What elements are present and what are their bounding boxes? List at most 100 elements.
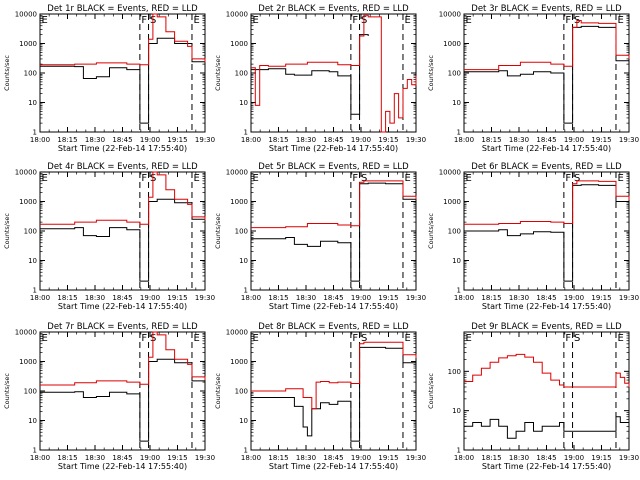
plot-frame: [463, 13, 630, 133]
y-tick-label: 10000: [226, 11, 248, 19]
chart-panel-9: Det 9r BLACK = Events, RED = LLD 1 10 100 Co…: [427, 322, 639, 471]
marker-label: S: [361, 333, 367, 344]
x-axis-label: Start Time (22-Feb-14 17:55:40): [58, 302, 187, 311]
marker-label: F: [565, 173, 571, 184]
x-tick-label: 19:15: [378, 136, 398, 144]
y-tick-label: 1000: [19, 358, 37, 366]
x-tick-label: 19:30: [619, 136, 639, 144]
y-tick-label: 10000: [226, 329, 248, 337]
marker-label: F: [141, 173, 147, 184]
x-tick-label: 18:00: [241, 136, 261, 144]
plot-frame: [250, 13, 417, 133]
x-tick-label: 19:00: [140, 294, 160, 302]
chart-panel-1: Det 1r BLACK = Events, RED = LLD 1 10 100 10…: [3, 4, 215, 153]
x-tick-label: 19:00: [351, 294, 371, 302]
x-tick-label: 18:45: [323, 136, 343, 144]
x-tick-label: 19:15: [591, 294, 611, 302]
x-tick-label: 18:00: [30, 454, 50, 462]
marker-label: E: [617, 15, 623, 26]
series-events-line: [40, 198, 206, 282]
x-tick-label: 18:30: [296, 294, 316, 302]
x-tick-label: 18:15: [268, 294, 288, 302]
x-tick-label: 18:00: [454, 454, 474, 462]
series-events-line: [464, 25, 630, 124]
y-tick-label: 100: [448, 228, 461, 236]
x-tick-label: 19:00: [351, 136, 371, 144]
y-axis-label: Counts/sec: [427, 55, 435, 91]
y-axis-label: Counts/sec: [3, 55, 11, 91]
x-tick-label: 18:15: [57, 454, 77, 462]
x-tick-label: 19:00: [140, 136, 160, 144]
x-tick-label: 19:30: [195, 294, 215, 302]
y-axis-label: Counts/sec: [214, 373, 222, 409]
y-tick-label: 10000: [15, 11, 37, 19]
chart-title: Det 3r BLACK = Events, RED = LLD: [471, 4, 622, 14]
chart-title: Det 7r BLACK = Events, RED = LLD: [47, 322, 198, 332]
y-tick-label: 1000: [19, 40, 37, 48]
x-tick-label: 18:45: [536, 136, 556, 144]
x-tick-label: 19:00: [564, 136, 584, 144]
chart-panel-6: Det 6r BLACK = Events, RED = LLD 1 10 100 10…: [427, 162, 639, 311]
x-tick-label: 18:30: [509, 294, 529, 302]
series-lld-line: [40, 13, 206, 66]
y-tick-label: 10: [239, 257, 248, 265]
y-tick-label: 10: [28, 257, 37, 265]
x-tick-label: 19:00: [351, 454, 371, 462]
x-tick-label: 18:15: [57, 294, 77, 302]
series-lld-line: [251, 14, 417, 133]
y-axis-label: Counts/sec: [427, 373, 435, 409]
y-tick-label: 1: [33, 129, 37, 137]
x-tick-label: 18:45: [536, 294, 556, 302]
x-tick-label: 19:30: [195, 136, 215, 144]
marker-label: E: [466, 173, 472, 184]
chart-panel-7: Det 7r BLACK = Events, RED = LLD 1 10 100 10…: [3, 322, 215, 471]
x-axis-label: Start Time (22-Feb-14 17:55:40): [269, 302, 398, 311]
y-tick-label: 10000: [439, 169, 461, 177]
x-tick-label: 19:30: [619, 294, 639, 302]
x-tick-label: 18:30: [85, 454, 105, 462]
plot-frame: [39, 171, 206, 291]
marker-label: E: [42, 333, 48, 344]
marker-label: E: [404, 333, 410, 344]
chart-panel-3: Det 3r BLACK = Events, RED = LLD 1 10 100 10…: [427, 4, 639, 153]
x-tick-label: 18:00: [30, 294, 50, 302]
chart-title: Det 4r BLACK = Events, RED = LLD: [47, 162, 198, 172]
y-tick-label: 1000: [230, 40, 248, 48]
series-events-line: [464, 184, 630, 282]
x-tick-label: 18:30: [296, 454, 316, 462]
x-tick-label: 19:00: [564, 294, 584, 302]
series-lld-line: [464, 20, 630, 71]
y-tick-label: 100: [235, 388, 248, 396]
y-tick-label: 1000: [443, 40, 461, 48]
x-tick-label: 18:15: [481, 294, 501, 302]
marker-label: E: [42, 15, 48, 26]
series-events-line: [251, 34, 369, 115]
y-tick-label: 100: [24, 70, 37, 78]
y-tick-label: 100: [235, 70, 248, 78]
series-lld-line: [464, 353, 630, 388]
x-tick-label: 19:15: [591, 136, 611, 144]
chart-panel-4: Det 4r BLACK = Events, RED = LLD 1 10 100 10…: [3, 162, 215, 311]
plot-frame: [39, 13, 206, 133]
series-lld-line: [464, 180, 630, 225]
x-tick-label: 18:00: [30, 136, 50, 144]
series-events-line: [40, 358, 206, 442]
marker-label: E: [404, 15, 410, 26]
x-axis-label: Start Time (22-Feb-14 17:55:40): [58, 462, 187, 471]
marker-label: F: [141, 15, 147, 26]
x-tick-label: 19:30: [619, 454, 639, 462]
marker-label: E: [404, 173, 410, 184]
y-axis-label: Counts/sec: [427, 213, 435, 249]
x-tick-label: 19:00: [564, 454, 584, 462]
x-tick-label: 19:15: [167, 136, 187, 144]
marker-label: E: [193, 173, 199, 184]
x-tick-label: 18:45: [323, 294, 343, 302]
x-tick-label: 18:30: [85, 294, 105, 302]
x-tick-label: 19:15: [167, 454, 187, 462]
chart-title: Det 6r BLACK = Events, RED = LLD: [471, 162, 622, 172]
y-tick-label: 10: [452, 407, 461, 415]
series-lld-line: [40, 331, 206, 386]
x-axis-label: Start Time (22-Feb-14 17:55:40): [482, 302, 611, 311]
x-tick-label: 19:30: [406, 454, 426, 462]
